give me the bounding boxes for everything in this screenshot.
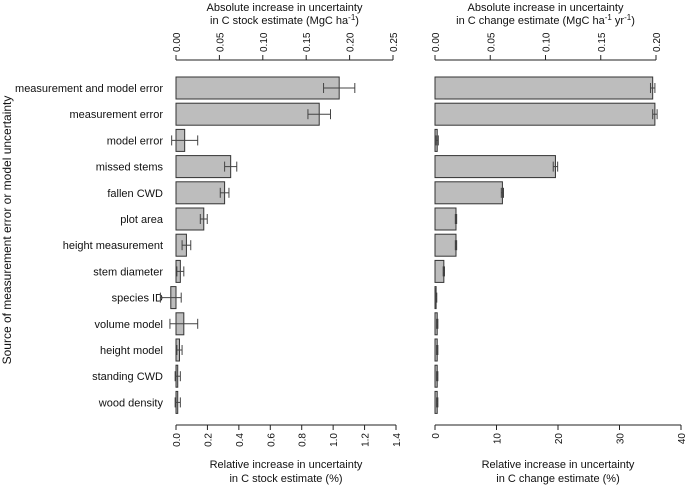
- top-tick-label: 0.10: [542, 32, 553, 52]
- category-label: volume model: [95, 319, 163, 331]
- top-axis-title-unit: in C change estimate (MgC ha-1 yr-1): [456, 13, 635, 28]
- top-axis-title-part: in C change estimate (MgC ha: [456, 15, 605, 27]
- top-axis-title-part: yr: [612, 15, 625, 27]
- top-tick-label: 0.15: [597, 32, 608, 52]
- category-label: fallen CWD: [107, 188, 163, 200]
- bar: [434, 233, 457, 257]
- top-tick-label: 0.05: [215, 32, 226, 52]
- bottom-tick-label: 1.2: [361, 433, 372, 447]
- bar: [175, 102, 320, 126]
- bottom-tick-label: 1.4: [392, 433, 403, 447]
- bottom-tick-label: 40: [677, 433, 685, 445]
- bottom-tick-label: 0.4: [235, 433, 246, 447]
- bottom-tick-label: 1.0: [329, 433, 340, 447]
- bottom-tick-label: 30: [616, 433, 627, 445]
- top-axis-title-part: -1: [605, 13, 613, 22]
- bar: [175, 76, 340, 100]
- top-axis-title: Absolute increase in uncertainty: [207, 2, 363, 14]
- category-label: model error: [107, 135, 164, 147]
- top-axis-title-part: -1: [624, 13, 632, 22]
- category-label: standing CWD: [92, 371, 163, 383]
- bottom-tick-label: 0.0: [172, 433, 183, 447]
- bottom-axis-title: in C stock estimate (%): [229, 473, 342, 485]
- bar: [175, 181, 226, 205]
- category-label: missed stems: [96, 162, 164, 174]
- bar: [434, 207, 457, 231]
- top-axis-title-part: ): [355, 15, 359, 27]
- top-axis-title: Absolute increase in uncertainty: [468, 2, 624, 14]
- bottom-tick-label: 20: [554, 433, 565, 445]
- bottom-tick-label: 0.8: [298, 433, 309, 447]
- top-tick-label: 0.05: [486, 32, 497, 52]
- category-label: wood density: [98, 397, 164, 409]
- category-label: height model: [100, 345, 163, 357]
- category-label: stem diameter: [93, 266, 163, 278]
- top-tick-label: 0.00: [172, 32, 183, 52]
- bottom-tick-label: 10: [493, 433, 504, 445]
- bar: [434, 102, 656, 126]
- bottom-axis-title: in C change estimate (%): [496, 473, 620, 485]
- bar: [175, 155, 232, 179]
- category-label: plot area: [120, 214, 164, 226]
- bottom-axis-title: Relative increase in uncertainty: [482, 459, 635, 471]
- top-axis-title-part: ): [631, 15, 635, 27]
- top-axis-title-part: -1: [348, 13, 356, 22]
- bar: [434, 76, 654, 100]
- top-tick-label: 0.25: [389, 32, 400, 52]
- top-tick-label: 0.00: [431, 32, 442, 52]
- bottom-axis-title: Relative increase in uncertainty: [210, 459, 363, 471]
- bottom-tick-label: 0.6: [266, 433, 277, 447]
- bottom-tick-label: 0.2: [203, 433, 214, 447]
- top-tick-label: 0.10: [259, 32, 270, 52]
- category-label: measurement and model error: [15, 83, 163, 95]
- top-axis-title-part: in C stock estimate (MgC ha: [210, 15, 349, 27]
- category-label: measurement error: [69, 109, 163, 121]
- top-axis-title-unit: in C stock estimate (MgC ha-1): [210, 13, 359, 28]
- bottom-tick-label: 0: [431, 433, 442, 439]
- top-tick-label: 0.20: [652, 32, 663, 52]
- bar: [434, 181, 503, 205]
- bar: [434, 155, 556, 179]
- bar: [434, 259, 445, 283]
- category-label: height measurement: [63, 240, 163, 252]
- top-tick-label: 0.20: [346, 32, 357, 52]
- y-axis-label: Source of measurement error or model unc…: [0, 96, 14, 365]
- category-label: species ID: [112, 293, 163, 305]
- top-tick-label: 0.15: [302, 32, 313, 52]
- bar: [175, 207, 205, 231]
